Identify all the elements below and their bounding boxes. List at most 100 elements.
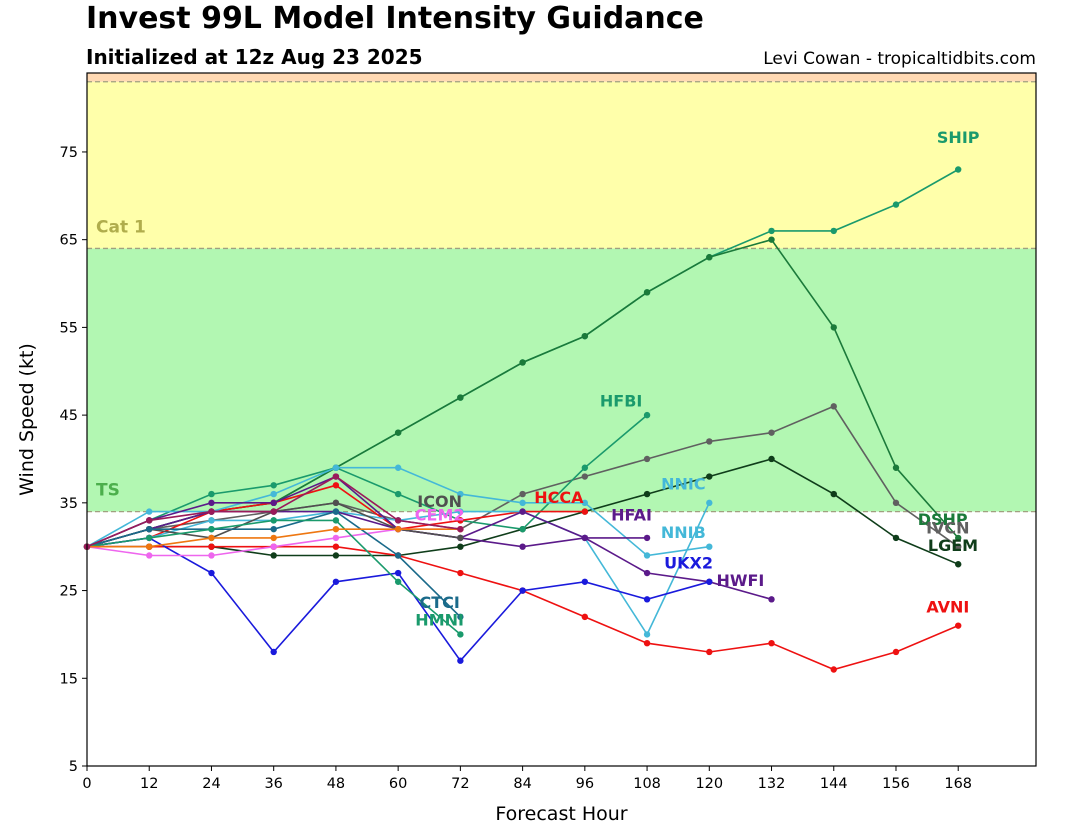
series-line-9	[86, 510, 648, 548]
series-point-17-2	[208, 508, 215, 515]
series-point-9-7	[519, 543, 526, 550]
series-point-7-1	[146, 508, 153, 515]
series-point-2-12	[830, 490, 837, 498]
series-label-10: HWFI	[716, 571, 764, 590]
series-point-17-1	[146, 517, 153, 524]
series-point-14-6	[457, 613, 464, 621]
series-point-7-3	[270, 490, 277, 498]
series-label-11: UKX2	[664, 554, 713, 573]
series-point-0-12	[830, 227, 837, 235]
x-tick-label-8: 96	[576, 776, 594, 792]
series-point-13-2	[208, 552, 215, 559]
series-point-4-10	[706, 648, 713, 656]
band-0	[87, 248, 1036, 512]
series-point-15-2	[208, 525, 215, 533]
series-point-0-11	[768, 227, 775, 235]
series-point-10-3	[270, 499, 277, 507]
series-point-1-13	[892, 464, 900, 471]
series-label-5: HFBI	[600, 391, 642, 410]
series-point-11-8	[581, 578, 589, 585]
band-1	[87, 81, 1036, 249]
y-tick-label-0: 5	[69, 759, 78, 775]
series-point-1-7	[519, 359, 526, 366]
x-tick-label-7: 84	[513, 776, 531, 792]
series-point-7-5	[394, 464, 402, 471]
series-point-16-1	[146, 543, 153, 550]
series-label-13: CEM2	[415, 505, 465, 524]
series-point-4-14	[955, 622, 962, 629]
series-point-2-11	[768, 455, 775, 463]
y-tick-label-4: 45	[60, 408, 78, 424]
series-point-1-14	[955, 534, 962, 542]
series-point-5-8	[581, 464, 589, 471]
series-point-17-4	[332, 473, 340, 480]
series-label-8: NNIB	[661, 523, 706, 542]
series-label-7: NNIC	[661, 475, 705, 494]
series-point-15-1	[146, 534, 153, 542]
x-tick-label-14: 168	[944, 776, 972, 792]
x-axis: 0 12 24 36 48 60 72 84 96 108 120 132 144 156 168	[82, 766, 972, 792]
series-point-2-14	[955, 561, 962, 568]
x-tick-label-6: 72	[451, 776, 469, 792]
series-point-16-3	[270, 534, 277, 542]
y-tick-label-7: 75	[60, 145, 78, 161]
series-label-9: HFAI	[611, 505, 652, 524]
series-point-10-7	[519, 508, 526, 515]
series-point-16-2	[208, 534, 215, 542]
x-tick-label-13: 156	[882, 776, 910, 792]
series-point-4-12	[830, 666, 837, 673]
series-point-6-6	[457, 517, 464, 524]
x-tick-label-1: 12	[140, 776, 158, 792]
series-point-3-14	[955, 543, 962, 550]
series-point-3-11	[768, 429, 775, 436]
y-tick-label-2: 25	[60, 584, 78, 600]
series-point-7-9	[643, 552, 651, 559]
series-label-4: AVNI	[926, 597, 969, 616]
series-point-16-5	[394, 525, 402, 533]
series-point-17-5	[394, 517, 402, 524]
series-point-1-9	[643, 289, 651, 296]
x-axis-label: Forecast Hour	[495, 803, 627, 825]
series-point-12-4	[332, 499, 340, 507]
category-label-0: TS	[96, 481, 120, 501]
series-point-4-13	[892, 648, 900, 656]
series-point-3-13	[892, 499, 900, 507]
series-label-1: DSHP	[918, 510, 968, 529]
series-point-2-13	[892, 534, 900, 542]
series-point-7-7	[519, 499, 526, 507]
series-point-5-7	[519, 525, 526, 533]
series-point-4-2	[208, 543, 215, 550]
series-point-2-6	[457, 543, 464, 550]
series-point-2-3	[270, 552, 277, 559]
series-label-12: ICON	[417, 492, 462, 511]
series-point-4-8	[581, 613, 589, 621]
y-tick-label-5: 55	[60, 320, 78, 336]
series-line-4	[87, 545, 959, 671]
series-point-3-12	[830, 403, 837, 410]
series-point-6-8	[581, 508, 589, 515]
series-point-13-3	[270, 543, 277, 550]
series-point-4-9	[643, 639, 651, 647]
y-axis: 5 15 25 35 45 55 65 75	[60, 145, 87, 775]
series-point-17-3	[270, 508, 277, 515]
series-4	[83, 543, 962, 673]
series-label-0: SHIP	[937, 128, 980, 147]
series-point-1-5	[394, 429, 402, 436]
series-point-11-4	[332, 578, 340, 585]
series-point-15-4	[332, 517, 340, 524]
series-14	[83, 508, 464, 621]
series-point-14-3	[270, 525, 277, 533]
series-label-3: IVCN	[926, 519, 969, 538]
x-tick-label-9: 108	[633, 776, 661, 792]
series-point-6-4	[332, 482, 340, 489]
series-point-5-3	[270, 482, 277, 489]
chart-subtitle: Initialized at 12z Aug 23 2025	[86, 45, 423, 69]
series-point-10-9	[643, 569, 651, 577]
series-line-13	[86, 528, 461, 557]
y-tick-label-1: 15	[60, 671, 78, 687]
x-tick-label-3: 36	[264, 776, 282, 792]
series-label-14: CTCI	[419, 593, 459, 612]
series-point-16-4	[332, 525, 340, 533]
y-axis-label: Wind Speed (kt)	[16, 343, 38, 496]
